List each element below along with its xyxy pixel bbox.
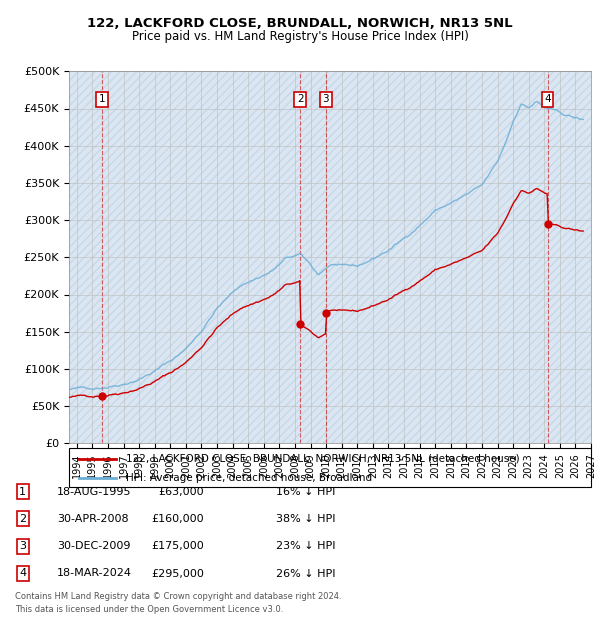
Text: 122, LACKFORD CLOSE, BRUNDALL, NORWICH, NR13 5NL (detached house): 122, LACKFORD CLOSE, BRUNDALL, NORWICH, … <box>127 454 520 464</box>
Text: 122, LACKFORD CLOSE, BRUNDALL, NORWICH, NR13 5NL: 122, LACKFORD CLOSE, BRUNDALL, NORWICH, … <box>87 17 513 30</box>
Text: Contains HM Land Registry data © Crown copyright and database right 2024.: Contains HM Land Registry data © Crown c… <box>15 592 341 601</box>
Text: Price paid vs. HM Land Registry's House Price Index (HPI): Price paid vs. HM Land Registry's House … <box>131 30 469 43</box>
Text: 4: 4 <box>19 569 26 578</box>
Text: 26% ↓ HPI: 26% ↓ HPI <box>276 569 335 578</box>
Text: 2: 2 <box>19 514 26 524</box>
Text: 38% ↓ HPI: 38% ↓ HPI <box>276 514 335 524</box>
Text: 1: 1 <box>99 94 106 104</box>
Text: HPI: Average price, detached house, Broadland: HPI: Average price, detached house, Broa… <box>127 473 373 483</box>
Text: £63,000: £63,000 <box>158 487 204 497</box>
Text: 30-DEC-2009: 30-DEC-2009 <box>57 541 131 551</box>
Text: This data is licensed under the Open Government Licence v3.0.: This data is licensed under the Open Gov… <box>15 604 283 614</box>
Text: 18-AUG-1995: 18-AUG-1995 <box>57 487 131 497</box>
Text: 2: 2 <box>297 94 304 104</box>
Text: 1: 1 <box>19 487 26 497</box>
Text: 4: 4 <box>544 94 551 104</box>
Text: 16% ↓ HPI: 16% ↓ HPI <box>276 487 335 497</box>
Text: 23% ↓ HPI: 23% ↓ HPI <box>276 541 335 551</box>
Text: 18-MAR-2024: 18-MAR-2024 <box>57 569 132 578</box>
Text: £160,000: £160,000 <box>151 514 204 524</box>
Text: £295,000: £295,000 <box>151 569 204 578</box>
Text: 30-APR-2008: 30-APR-2008 <box>57 514 128 524</box>
Text: £175,000: £175,000 <box>151 541 204 551</box>
Text: 3: 3 <box>19 541 26 551</box>
Text: 3: 3 <box>323 94 329 104</box>
